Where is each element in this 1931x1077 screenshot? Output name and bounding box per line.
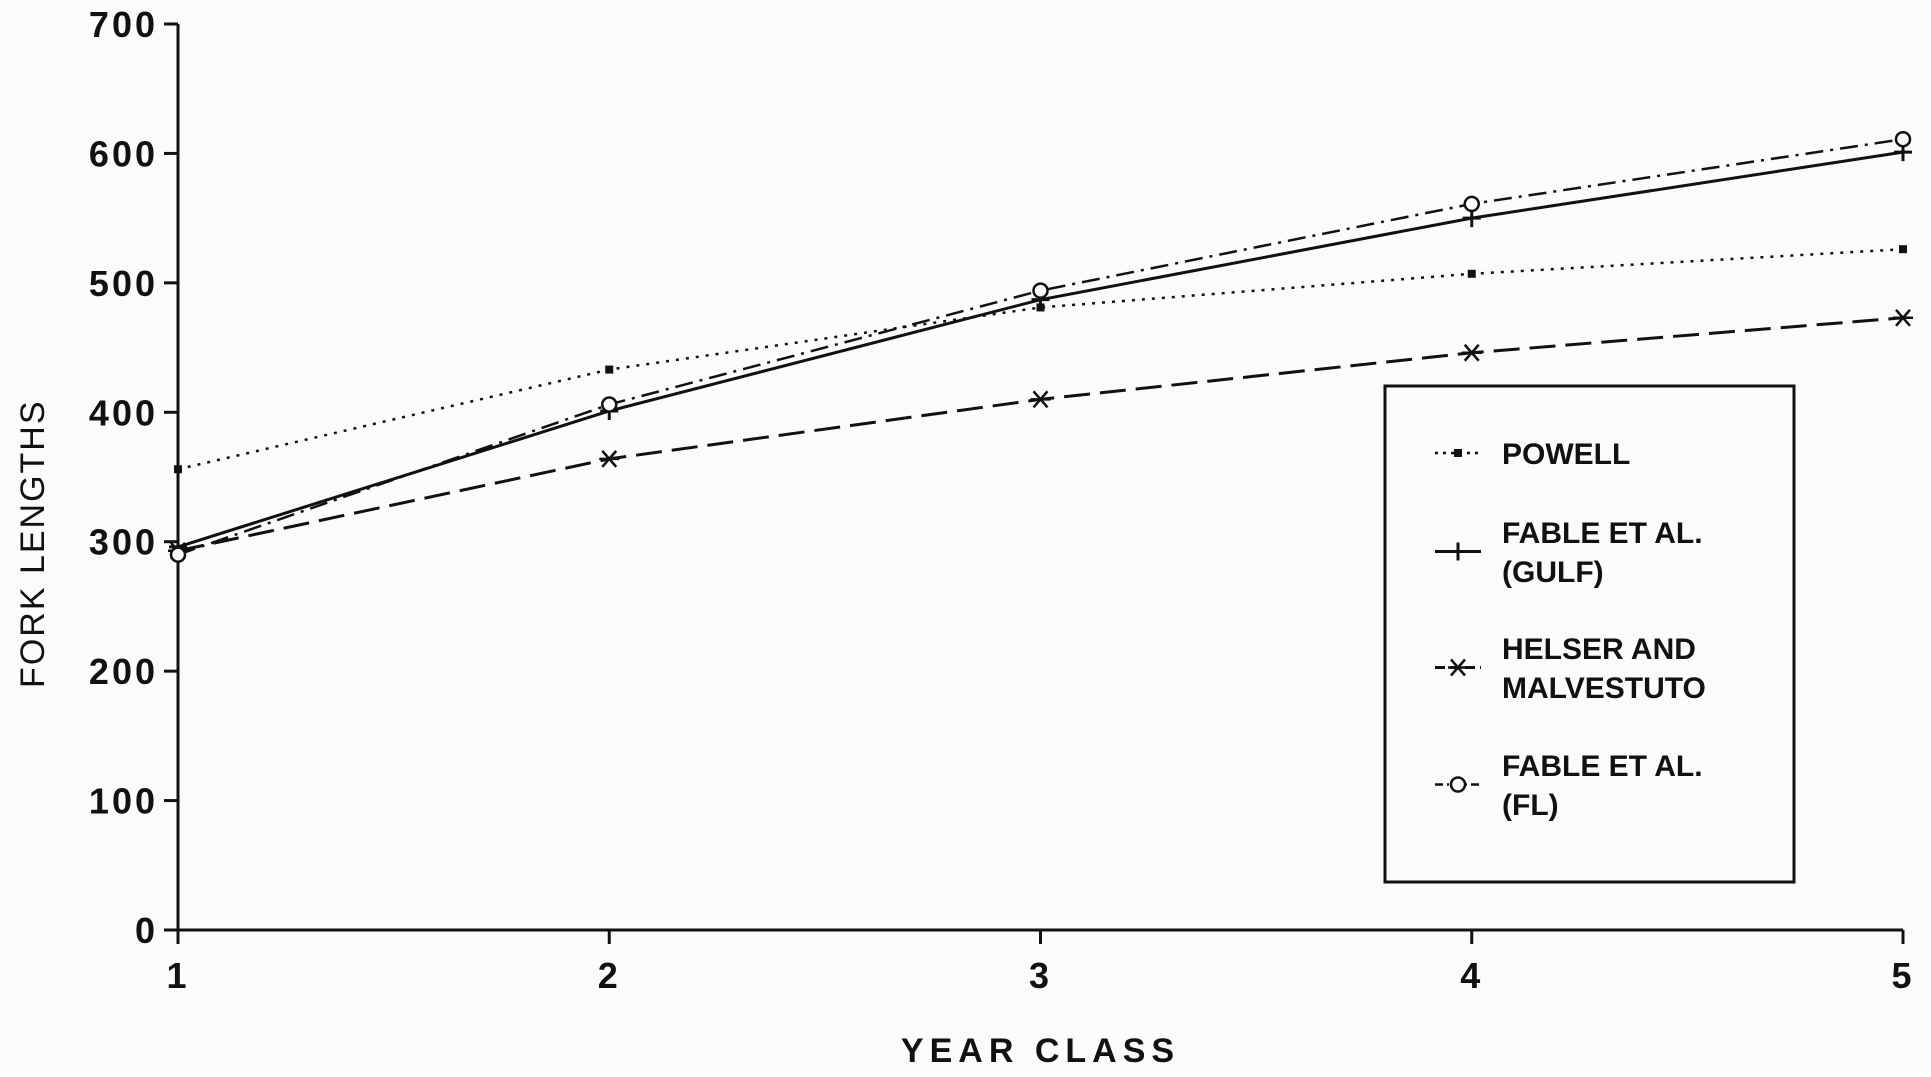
- data-point: [169, 546, 187, 563]
- legend-label: POWELL: [1502, 438, 1630, 471]
- legend-item: FABLE ET AL. (GULF): [1435, 517, 1703, 589]
- data-point: [599, 450, 620, 468]
- data-point: [601, 396, 618, 413]
- data-point: [174, 465, 182, 474]
- legend-item: HELSER AND MALVESTUTO: [1435, 633, 1706, 705]
- x-tick-label: 5: [1891, 955, 1914, 996]
- y-tick-label: 300: [89, 522, 158, 563]
- data-point: [1894, 130, 1912, 148]
- y-tick-label: 200: [89, 651, 158, 692]
- data-point: [1461, 343, 1482, 362]
- x-axis-title: YEAR CLASS: [901, 1032, 1180, 1070]
- data-point: [605, 365, 614, 374]
- x-tick-label: 4: [1460, 955, 1483, 996]
- data-point: [1032, 282, 1049, 299]
- legend-label: HELSER AND MALVESTUTO: [1502, 633, 1706, 705]
- series-layer: [168, 130, 1913, 563]
- x-tick-label: 3: [1029, 955, 1052, 996]
- x-tick-label: 1: [166, 955, 189, 996]
- legend-marker: [1448, 658, 1468, 677]
- x-tick-label: 2: [598, 955, 621, 996]
- legend-item: POWELL: [1435, 438, 1630, 471]
- legend-item: FABLE ET AL. (FL): [1435, 750, 1703, 822]
- y-tick-label: 700: [89, 4, 158, 45]
- y-tick-label: 400: [89, 392, 158, 433]
- data-point: [1467, 269, 1476, 278]
- legend-box: [1383, 384, 1796, 884]
- data-point: [1463, 195, 1480, 213]
- legend: POWELL FABLE ET AL. (GULF) HELSER AND MALVES…: [1383, 384, 1796, 884]
- legend-marker: [1454, 449, 1462, 457]
- y-axis-title: FORK LENGTHS: [14, 399, 52, 687]
- y-tick-label: 0: [135, 910, 158, 951]
- y-tick-label: 600: [89, 133, 158, 174]
- series-4: [169, 130, 1912, 563]
- y-tick-label: 500: [89, 263, 158, 304]
- axes: 0 100 200 300 400 500 600 700 1 2 3 4 5: [89, 4, 1914, 996]
- data-point: [1893, 308, 1913, 327]
- legend-label: FABLE ET AL. (GULF): [1502, 517, 1703, 589]
- data-point: [1030, 390, 1051, 409]
- legend-marker: [1449, 776, 1467, 793]
- legend-marker: [1449, 542, 1467, 561]
- data-point: [1899, 245, 1907, 254]
- legend-label: FABLE ET AL. (FL): [1502, 750, 1703, 822]
- y-tick-label: 100: [89, 781, 158, 822]
